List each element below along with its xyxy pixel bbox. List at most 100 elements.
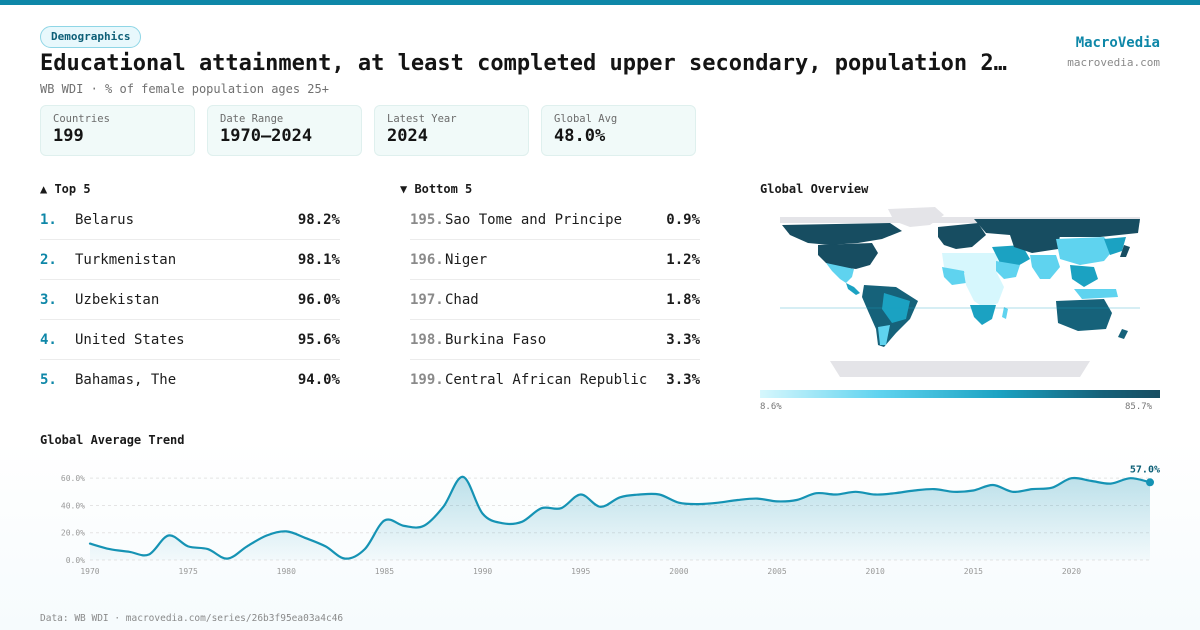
- global-average-trend-chart[interactable]: 0.0% 20.0% 40.0% 60.0% 1970 1975 1980 1985 1990…: [40, 450, 1170, 590]
- stat-card-date-range: Date Range 1970–2024: [207, 105, 362, 156]
- map-region-canada[interactable]: [782, 223, 902, 245]
- map-region-argentina[interactable]: [878, 325, 890, 345]
- brand-url[interactable]: macrovedia.com: [1067, 56, 1160, 69]
- x-tick-label: 1980: [277, 567, 296, 576]
- x-tick-label: 1985: [375, 567, 394, 576]
- last-data-point[interactable]: [1146, 478, 1154, 487]
- country-value: 98.2%: [297, 211, 340, 228]
- x-tick-label: 1995: [571, 567, 590, 576]
- country-value: 3.3%: [666, 372, 700, 388]
- map-region-middle-east[interactable]: [992, 245, 1030, 267]
- map-region-usa[interactable]: [818, 243, 878, 269]
- list-item[interactable]: 199. Central African Republic 3.3%: [410, 360, 700, 400]
- country-name: Niger: [445, 251, 488, 268]
- country-value: 1.8%: [666, 291, 700, 308]
- map-region-antarctica: [830, 361, 1090, 377]
- x-tick-label: 2010: [866, 567, 885, 576]
- stat-label: Countries: [53, 113, 110, 125]
- country-name: Central African Republic: [445, 372, 648, 388]
- x-tick-label: 2000: [669, 567, 688, 576]
- map-region-madagascar[interactable]: [1002, 307, 1008, 319]
- brand-name[interactable]: MacroVedia: [1075, 35, 1160, 51]
- country-value: 96.0%: [297, 291, 340, 308]
- country-value: 98.1%: [297, 251, 340, 268]
- map-region-mexico[interactable]: [826, 263, 854, 283]
- list-item[interactable]: 1. Belarus 98.2%: [40, 200, 340, 240]
- x-tick-label: 2005: [767, 567, 786, 576]
- top5-title: ▲ Top 5: [40, 182, 91, 196]
- map-region-australia[interactable]: [1056, 299, 1112, 331]
- stat-label: Latest Year: [387, 113, 457, 125]
- stat-value: 199: [53, 126, 84, 146]
- country-name: Uzbekistan: [75, 291, 160, 308]
- map-region-southern-africa[interactable]: [970, 305, 996, 325]
- country-name: Bahamas, The: [75, 372, 177, 388]
- map-region-south-asia[interactable]: [1030, 255, 1060, 279]
- x-tick-label: 1975: [179, 567, 198, 576]
- list-item[interactable]: 198. Burkina Faso 3.3%: [410, 320, 700, 360]
- x-tick-label: 2015: [964, 567, 983, 576]
- stats-row: Countries 199 Date Range 1970–2024 Lates…: [40, 105, 696, 156]
- top-accent-bar: [0, 0, 1200, 5]
- footer-source: Data: WB WDI · macrovedia.com/series/26b…: [40, 613, 344, 624]
- country-name: Turkmenistan: [75, 251, 177, 268]
- rank-number: 1.: [40, 211, 57, 228]
- y-tick-label: 40.0%: [61, 501, 85, 510]
- x-tick-layer: 1970 1975 1980 1985 1990 1995 2000 2005 2010 2015…: [80, 567, 1081, 576]
- y-tick-label: 20.0%: [61, 529, 85, 538]
- stat-card-latest-year: Latest Year 2024: [374, 105, 529, 156]
- map-region-central-america[interactable]: [846, 283, 860, 295]
- country-name: Belarus: [75, 211, 135, 228]
- country-value: 0.9%: [666, 211, 700, 228]
- map-region-china[interactable]: [1056, 237, 1114, 265]
- country-value: 95.6%: [297, 331, 340, 348]
- map-region-japan[interactable]: [1120, 245, 1130, 257]
- map-region-russia[interactable]: [974, 219, 1140, 237]
- list-item[interactable]: 196. Niger 1.2%: [410, 240, 700, 280]
- category-badge[interactable]: Demographics: [40, 26, 142, 48]
- map-region-europe[interactable]: [938, 223, 986, 249]
- list-item[interactable]: 195. Sao Tome and Principe 0.9%: [410, 200, 700, 240]
- y-tick-label: 0.0%: [66, 556, 85, 565]
- country-name: Sao Tome and Principe: [445, 211, 623, 228]
- page-title: Educational attainment, at least complet…: [40, 51, 1020, 76]
- country-name: Chad: [445, 291, 479, 308]
- y-tick-label: 60.0%: [61, 474, 85, 483]
- country-value: 3.3%: [666, 331, 700, 348]
- last-value-label: 57.0%: [1130, 464, 1160, 475]
- stat-value: 2024: [387, 126, 428, 146]
- trend-title: Global Average Trend: [40, 433, 185, 447]
- world-choropleth-map[interactable]: [760, 205, 1160, 390]
- legend-max-label: 85.7%: [1125, 402, 1153, 412]
- rank-number: 3.: [40, 291, 57, 308]
- map-region-central-asia[interactable]: [1010, 235, 1060, 253]
- map-region-indonesia[interactable]: [1074, 289, 1118, 299]
- list-item[interactable]: 5. Bahamas, The 94.0%: [40, 360, 340, 400]
- list-item[interactable]: 4. United States 95.6%: [40, 320, 340, 360]
- stat-card-countries: Countries 199: [40, 105, 195, 156]
- stat-label: Date Range: [220, 113, 284, 125]
- trend-line: [88, 475, 1152, 560]
- page-subtitle: WB WDI · % of female population ages 25+: [40, 82, 329, 96]
- list-item[interactable]: 2. Turkmenistan 98.1%: [40, 240, 340, 280]
- list-item[interactable]: 3. Uzbekistan 96.0%: [40, 280, 340, 320]
- rank-number: 198.: [410, 331, 444, 348]
- map-region-east-asia-coast[interactable]: [1104, 237, 1126, 255]
- rank-number: 199.: [410, 372, 444, 388]
- map-region-southeast-asia[interactable]: [1070, 265, 1098, 287]
- x-tick-label: 2020: [1062, 567, 1081, 576]
- country-name: United States: [75, 331, 185, 348]
- map-region-north-africa[interactable]: [942, 253, 1000, 275]
- x-tick-label: 1990: [473, 567, 492, 576]
- map-region-new-zealand[interactable]: [1118, 329, 1128, 339]
- map-region-arabia[interactable]: [996, 261, 1020, 279]
- map-color-legend: [760, 390, 1160, 398]
- list-item[interactable]: 197. Chad 1.8%: [410, 280, 700, 320]
- map-region-central-africa[interactable]: [964, 271, 1004, 309]
- map-region-west-africa[interactable]: [942, 267, 966, 285]
- stat-value: 48.0%: [554, 126, 606, 146]
- stat-card-global-avg: Global Avg 48.0%: [541, 105, 696, 156]
- rank-number: 5.: [40, 372, 57, 388]
- legend-min-label: 8.6%: [760, 402, 782, 412]
- rank-number: 195.: [410, 211, 444, 228]
